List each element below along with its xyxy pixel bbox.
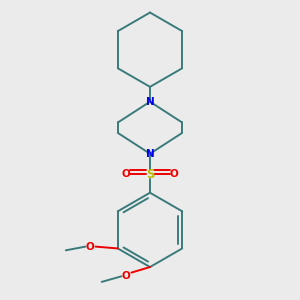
Text: O: O <box>170 169 178 179</box>
Text: O: O <box>85 242 94 252</box>
Text: O: O <box>122 271 130 281</box>
Text: O: O <box>122 169 130 179</box>
Text: N: N <box>146 97 154 107</box>
Text: N: N <box>146 149 154 159</box>
Text: S: S <box>146 168 154 181</box>
